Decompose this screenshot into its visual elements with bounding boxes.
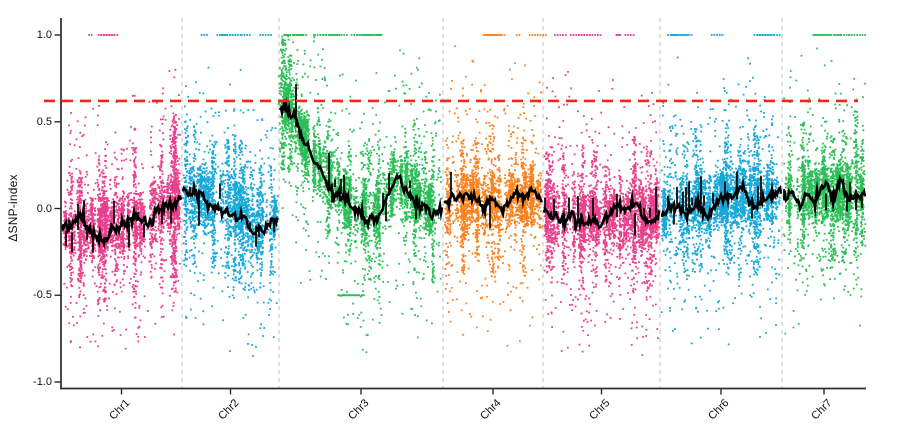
- y-tick-label--1.0: -1.0: [33, 376, 52, 388]
- y-tick-label-0.5: 0.5: [36, 116, 52, 128]
- y-tick-label-1.0: 1.0: [36, 29, 52, 41]
- y-tick-label-0.0: 0.0: [36, 203, 52, 215]
- y-tick-label--0.5: -0.5: [33, 289, 52, 301]
